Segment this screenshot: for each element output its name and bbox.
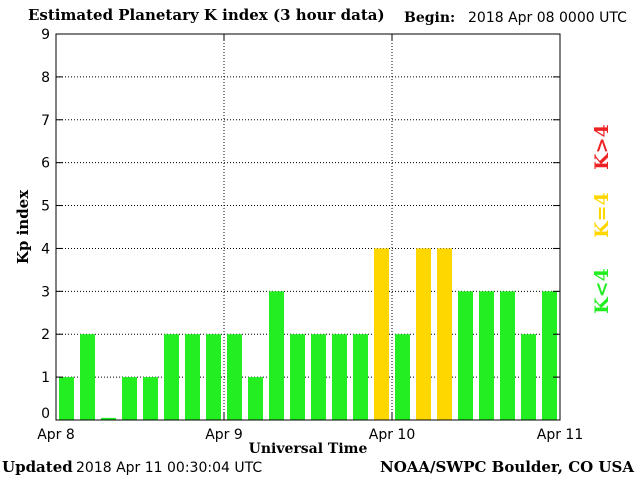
updated-value: 2018 Apr 11 00:30:04 UTC xyxy=(76,460,263,476)
x-axis-label: Universal Time xyxy=(249,441,368,457)
kp-bar xyxy=(185,334,200,420)
grid-lines xyxy=(56,34,560,420)
kp-bar xyxy=(374,248,389,420)
x-tick-label: Apr 8 xyxy=(37,427,75,443)
credit-text: NOAA/SWPC Boulder, CO USA xyxy=(379,458,634,476)
kp-bar xyxy=(164,334,179,420)
kp-bar xyxy=(479,291,494,420)
kp-bar xyxy=(395,334,410,420)
kp-bar xyxy=(80,334,95,420)
legend-k-equal: K=4 xyxy=(591,192,613,238)
x-tick-label: Apr 10 xyxy=(369,427,415,443)
kp-bar xyxy=(269,291,284,420)
kp-bar xyxy=(206,334,221,420)
begin-value: 2018 Apr 08 0000 UTC xyxy=(468,10,627,26)
y-tick-label: 4 xyxy=(41,241,50,257)
kp-bar xyxy=(143,377,158,420)
x-tick-label: Apr 9 xyxy=(205,427,243,443)
updated-label: Updated xyxy=(2,458,73,476)
y-tick-label: 8 xyxy=(41,70,50,86)
y-tick-label: 7 xyxy=(41,113,50,129)
kp-bar xyxy=(59,377,74,420)
kp-bar xyxy=(332,334,347,420)
kp-bar xyxy=(416,248,431,420)
kp-bar xyxy=(290,334,305,420)
kp-bar xyxy=(248,377,263,420)
bars xyxy=(59,248,557,420)
y-tick-label: 1 xyxy=(41,370,50,386)
legend-k-greater: K>4 xyxy=(591,124,613,170)
y-axis-label: Kp index xyxy=(14,189,32,264)
kp-bar xyxy=(227,334,242,420)
kp-bar xyxy=(458,291,473,420)
y-tick-label: 6 xyxy=(41,156,50,172)
y-tick-label: 2 xyxy=(41,327,50,343)
y-tick-label: 5 xyxy=(41,199,50,215)
y-tick-label: 3 xyxy=(41,284,50,300)
y-tick-label: 9 xyxy=(41,27,50,43)
begin-label: Begin: xyxy=(404,10,456,26)
x-tick-label: Apr 11 xyxy=(537,427,583,443)
kp-bar xyxy=(311,334,326,420)
plot-frame xyxy=(55,33,561,421)
kp-bar xyxy=(101,417,116,420)
kp-bar xyxy=(542,291,557,420)
kp-bar xyxy=(353,334,368,420)
y-tick-label: 0 xyxy=(41,406,50,422)
kp-bar xyxy=(437,248,452,420)
legend-k-less: K<4 xyxy=(591,268,613,314)
kp-bar xyxy=(500,291,515,420)
ticks: 0 1 2 3 4 5 6 7 8 9 Apr 8 Apr 9 Apr 10 Apr 11 xyxy=(37,27,583,443)
page-title: Estimated Planetary K index (3 hour data… xyxy=(28,6,385,24)
kp-bar xyxy=(122,377,137,420)
kp-bar xyxy=(521,334,536,420)
